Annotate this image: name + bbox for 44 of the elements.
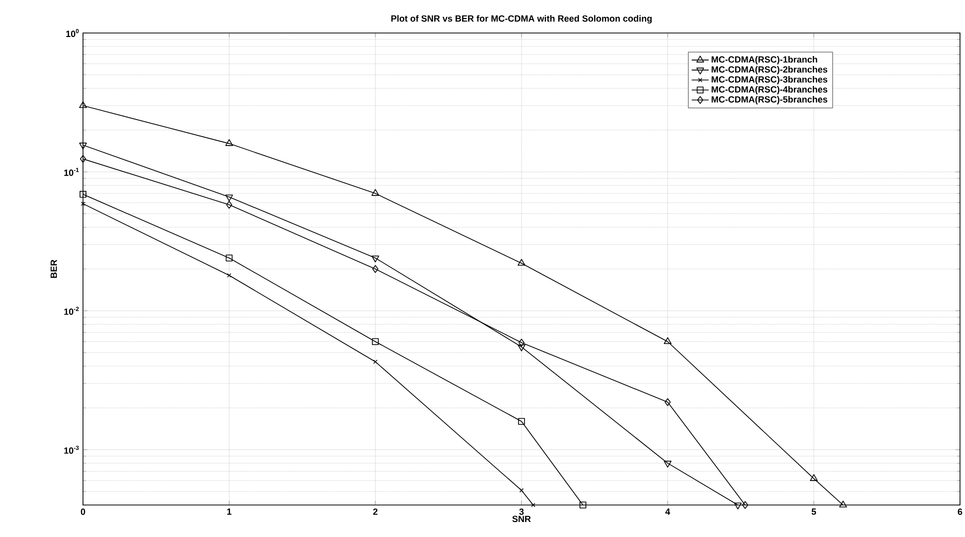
point <box>518 258 526 266</box>
point <box>372 265 378 273</box>
point <box>227 273 232 278</box>
point <box>80 155 86 163</box>
x-tick-label: 2 <box>373 508 378 515</box>
point <box>79 101 87 108</box>
point <box>580 502 586 508</box>
x-tick-label: 3 <box>519 508 524 515</box>
point <box>226 254 233 262</box>
x-axis-title: SNR <box>512 516 531 522</box>
y-tick-label: 10$^{-3}$ <box>64 446 79 454</box>
x-tick-label: 6 <box>958 508 962 515</box>
point <box>734 502 742 510</box>
chart-title: Plot of SNR vs BER for MC-CDMA with Reed Solomon coding <box>391 15 652 24</box>
point <box>664 337 672 344</box>
y-tick-label: 10$^{-2}$ <box>64 306 79 315</box>
x-tick-label: 4 <box>665 508 670 515</box>
legend-label: MC-CDMA(RSC)-1branch <box>712 56 818 64</box>
point <box>519 488 524 493</box>
point <box>518 338 525 347</box>
point <box>373 360 378 364</box>
y-axis-title: BER <box>50 260 57 278</box>
point <box>742 501 748 509</box>
legend-label: MC-CDMA(RSC)-3branches <box>712 76 828 84</box>
point <box>371 189 380 196</box>
legend-label: MC-CDMA(RSC)-2branches <box>712 66 828 74</box>
point <box>225 139 234 146</box>
y-tick-label: 10$^{0}$ <box>66 28 79 38</box>
point <box>80 190 86 198</box>
point <box>371 256 380 262</box>
legend-label: MC-CDMA(RSC)-4branches <box>712 86 828 94</box>
y-tick-label: 10$^{-1}$ <box>64 168 79 176</box>
point <box>664 460 672 468</box>
x-tick-label: 0 <box>80 508 86 515</box>
point <box>372 338 379 346</box>
x-tick-label: 5 <box>812 508 816 515</box>
point <box>810 474 818 481</box>
point <box>518 418 525 425</box>
x-tick-label: 1 <box>227 508 232 515</box>
legend-label: MC-CDMA(RSC)-5branches <box>712 96 828 104</box>
point <box>664 398 671 406</box>
point <box>518 344 526 352</box>
point <box>839 500 847 508</box>
point <box>79 142 87 150</box>
